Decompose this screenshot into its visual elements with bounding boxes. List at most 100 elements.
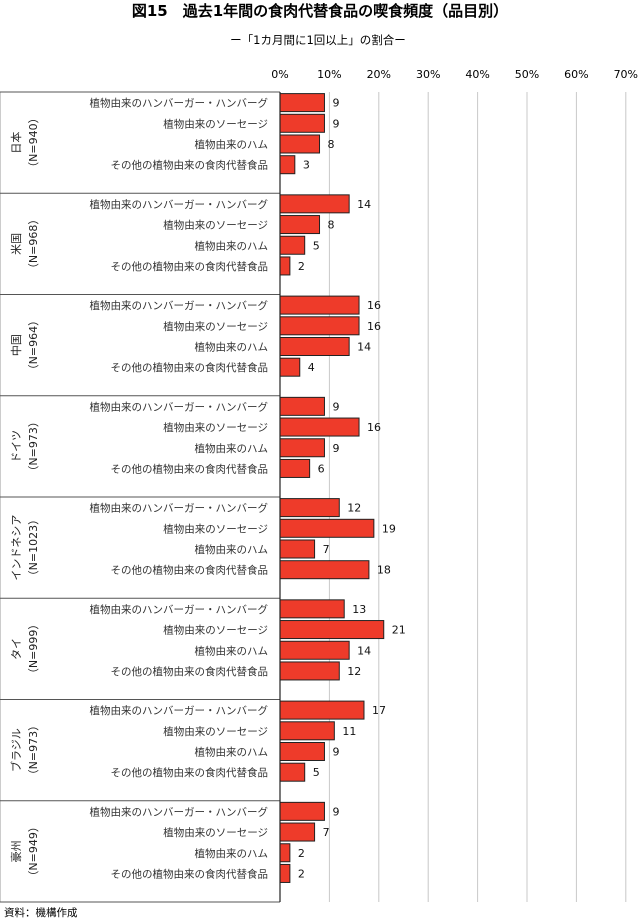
value-label: 9 [332, 746, 339, 759]
bar [279, 843, 291, 863]
value-label: 12 [347, 665, 361, 678]
value-label: 11 [342, 725, 356, 738]
group-n: （N=973） [27, 720, 40, 780]
category-label: 植物由来のハム [195, 543, 269, 556]
value-label: 18 [377, 564, 391, 577]
category-label: 植物由来のハンバーガー・ハンバーグ [90, 704, 269, 717]
x-tick-label: 40% [465, 68, 489, 81]
bar [279, 357, 301, 377]
value-label: 8 [328, 219, 335, 232]
category-label: その他の植物由来の食肉代替食品 [111, 159, 269, 172]
x-tick-label: 20% [367, 68, 391, 81]
value-label: 13 [352, 603, 366, 616]
category-label: 植物由来のハム [195, 847, 269, 860]
category-label: 植物由来のソーセージ [163, 624, 268, 637]
bar [279, 640, 350, 660]
bar [279, 498, 340, 518]
x-axis-ticks: 0% 10% 20% 30% 40% 50% 60% 70% [271, 68, 638, 81]
group-n: （N=973） [27, 416, 40, 476]
value-label: 4 [308, 361, 315, 374]
group-1: 米国 （N=968） 植物由来のハンバーガー・ハンバーグ 14 植物由来のソーセージ 8 植… [0, 192, 371, 276]
value-label: 2 [298, 867, 305, 880]
bar [279, 661, 340, 681]
bar [279, 742, 325, 761]
group-name: 豪州 [9, 840, 23, 862]
bar [279, 822, 316, 842]
group-n: （N=999） [27, 619, 40, 679]
category-label: 植物由来のハンバーガー・ハンバーグ [90, 603, 269, 616]
group-2: 中国 （N=964） 植物由来のハンバーガー・ハンバーグ 16 植物由来のソーセージ 16… [0, 294, 381, 377]
category-label: 植物由来のハム [195, 239, 269, 252]
category-label: 植物由来のソーセージ [163, 117, 268, 130]
category-label: その他の植物由来の食肉代替食品 [111, 260, 269, 273]
value-label: 2 [298, 847, 305, 860]
category-label: 植物由来のハンバーガー・ハンバーグ [90, 97, 269, 110]
x-tick-label: 60% [564, 68, 588, 81]
x-tick-label: 0% [271, 68, 288, 81]
value-label: 9 [332, 97, 339, 110]
category-label: 植物由来のソーセージ [163, 320, 268, 333]
category-label: 植物由来のハンバーガー・ハンバーグ [90, 805, 269, 818]
bar [279, 256, 291, 276]
bar [279, 93, 325, 113]
group-name: 日本 [9, 132, 23, 154]
bar [279, 721, 335, 741]
value-label: 19 [382, 522, 396, 535]
category-label: 植物由来のハンバーガー・ハンバーグ [90, 299, 269, 312]
x-tick-label: 50% [515, 68, 539, 81]
value-label: 14 [357, 198, 371, 211]
value-label: 16 [367, 320, 381, 333]
group-name: インドネシア [10, 515, 23, 581]
category-label: その他の植物由来の食肉代替食品 [111, 564, 269, 577]
category-label: 植物由来のハム [195, 442, 269, 455]
x-tick-label: 10% [317, 68, 341, 81]
category-label: その他の植物由来の食肉代替食品 [111, 665, 269, 678]
category-label: 植物由来のソーセージ [163, 421, 268, 434]
value-label: 9 [332, 805, 339, 818]
value-label: 12 [347, 502, 361, 515]
group-0: 日本 （N=940） 植物由来のハンバーガー・ハンバーグ 9 植物由来のソーセージ 9 植物… [0, 91, 339, 175]
bar [279, 396, 325, 416]
bar [279, 700, 365, 720]
group-name: ブラジル [9, 728, 23, 772]
x-tick-label: 30% [416, 68, 440, 81]
bar [279, 215, 321, 235]
bar [279, 113, 325, 133]
group-n: （N=1023） [27, 514, 40, 581]
category-label: 植物由来のソーセージ [163, 219, 268, 232]
group-n: （N=940） [27, 112, 40, 172]
bar [279, 337, 350, 356]
bar [279, 539, 316, 559]
category-label: 植物由来のハム [195, 644, 269, 657]
group-6: ブラジル （N=973） 植物由来のハンバーガー・ハンバーグ 17 植物由来のソーセージ… [0, 699, 386, 782]
bar [279, 518, 375, 538]
bar [279, 417, 360, 437]
value-label: 9 [332, 400, 339, 413]
category-label: 植物由来のハム [195, 138, 269, 151]
group-name: 中国 [10, 334, 23, 356]
x-tick-label: 70% [614, 68, 638, 81]
category-label: 植物由来のハンバーガー・ハンバーグ [90, 198, 269, 211]
group-n: （N=964） [27, 315, 40, 375]
value-label: 7 [323, 826, 330, 839]
bar [279, 194, 350, 214]
category-label: 植物由来のハンバーガー・ハンバーグ [90, 400, 269, 413]
category-label: その他の植物由来の食肉代替食品 [111, 462, 269, 475]
group-4: インドネシア （N=1023） 植物由来のハンバーガー・ハンバーグ 12 植物由来のソー… [0, 496, 396, 581]
value-label: 7 [323, 543, 330, 556]
group-name: ドイツ [10, 430, 23, 463]
value-label: 2 [298, 260, 305, 273]
value-label: 5 [313, 766, 320, 779]
category-label: 植物由来のハム [195, 341, 269, 354]
value-label: 9 [332, 117, 339, 130]
category-label: 植物由来のソーセージ [163, 725, 268, 738]
chart-title: 図15 過去1年間の食肉代替食品の喫食頻度（品目別） [132, 2, 508, 20]
bar [279, 134, 321, 154]
category-label: 植物由来のハンバーガー・ハンバーグ [90, 502, 269, 515]
bar [279, 560, 370, 580]
bar [279, 458, 311, 478]
category-label: その他の植物由来の食肉代替食品 [111, 361, 269, 374]
value-label: 8 [328, 138, 335, 151]
source-note: 資料：機構作成 [4, 906, 78, 919]
bar [279, 762, 306, 782]
